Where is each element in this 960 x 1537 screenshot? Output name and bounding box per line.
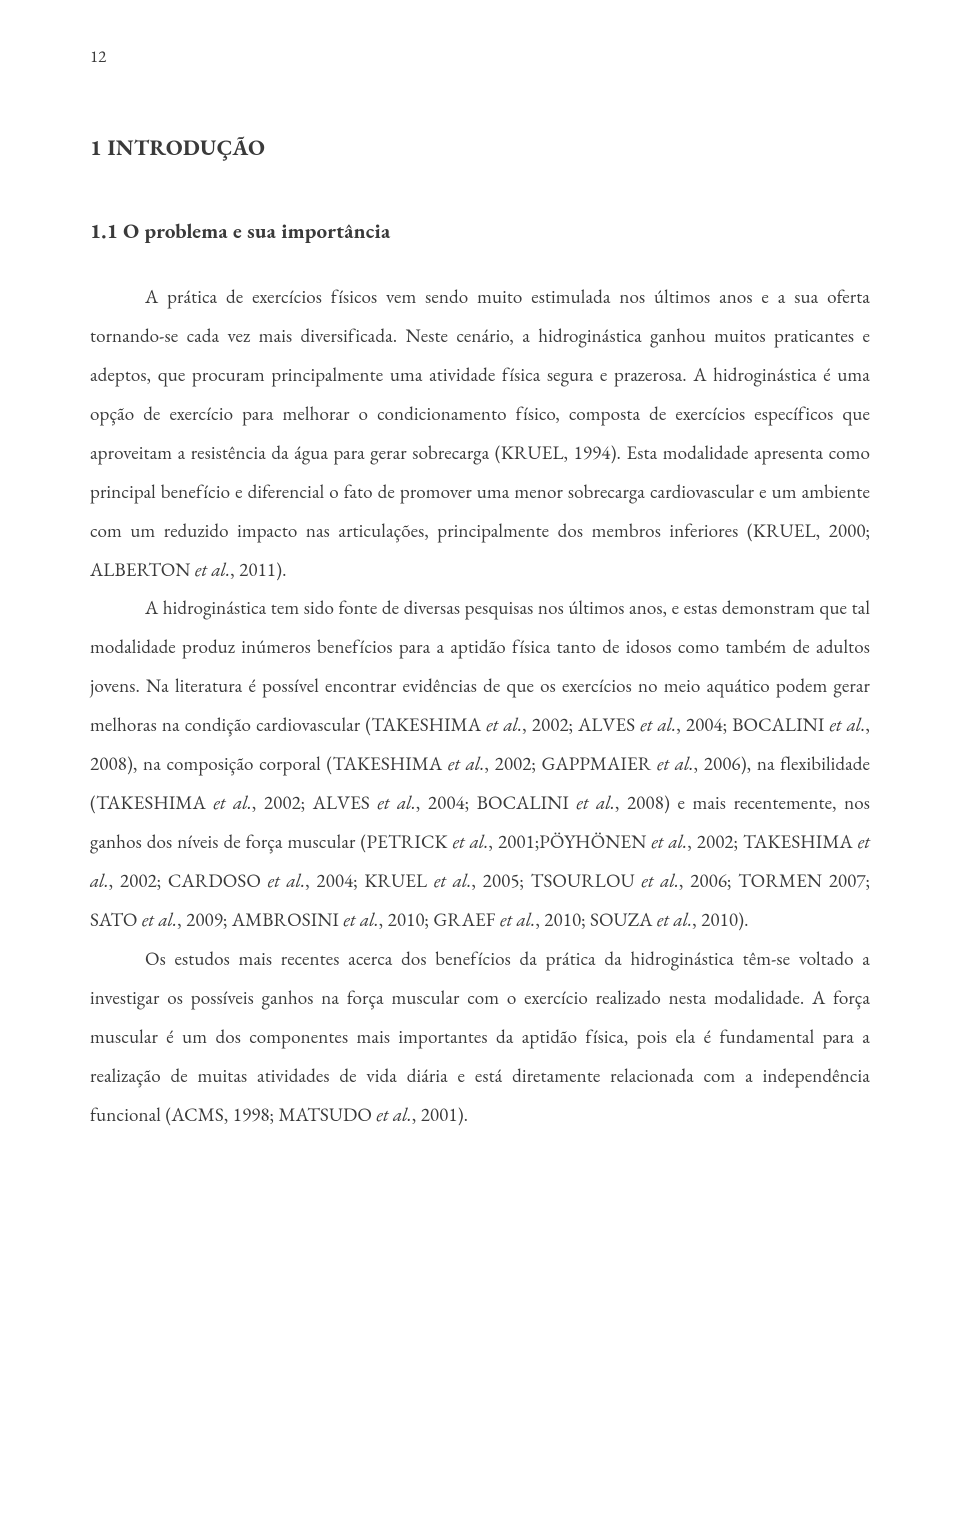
p2-etal-n: et al. bbox=[377, 790, 416, 815]
p2-c: , 2002; ALVES bbox=[522, 712, 640, 737]
p2-etal-l: et al. bbox=[213, 790, 252, 815]
page-number: 12 bbox=[90, 40, 870, 75]
p2-ak: , 2010). bbox=[692, 907, 748, 932]
p2-o: , 2004; BOCALINI bbox=[416, 790, 577, 815]
p3-etal-b: et al. bbox=[376, 1102, 411, 1127]
p2-aa: , 2005; TSOURLOU bbox=[472, 868, 642, 893]
p2-s: , 2001;PÖYHÖNEN bbox=[489, 829, 652, 854]
p2-etal-p: et al. bbox=[576, 790, 615, 815]
p2-ag: , 2010; GRAEF bbox=[379, 907, 500, 932]
p2-etal-aj: et al. bbox=[657, 907, 692, 932]
p2-etal-af: et al. bbox=[343, 907, 378, 932]
p2-etal-t: et al. bbox=[651, 829, 687, 854]
paragraph-1: A prática de exercícios físicos vem send… bbox=[90, 278, 870, 590]
p2-etal-z: et al. bbox=[434, 868, 472, 893]
p2-etal-j: et al. bbox=[657, 751, 694, 776]
p2-m: , 2002; ALVES bbox=[252, 790, 377, 815]
p2-i: , 2002; GAPPMAIER bbox=[485, 751, 658, 776]
p2-ae: , 2009; AMBROSINI bbox=[177, 907, 343, 932]
paragraph-2: A hidroginástica tem sido fonte de diver… bbox=[90, 589, 870, 939]
p2-etal-ah: et al. bbox=[500, 907, 535, 932]
p2-etal-ad: et al. bbox=[142, 907, 177, 932]
p2-etal-x: et al. bbox=[268, 868, 306, 893]
p2-etal-f: et al. bbox=[829, 712, 865, 737]
p2-u: , 2002; TAKESHIMA bbox=[687, 829, 857, 854]
p3-a: Os estudos mais recentes acerca dos bene… bbox=[90, 946, 870, 1127]
p2-y: , 2004; KRUEL bbox=[305, 868, 434, 893]
p2-ai: , 2010; SOUZA bbox=[535, 907, 656, 932]
p2-etal-d: et al. bbox=[640, 712, 676, 737]
heading-introducao: 1 INTRODUÇÃO bbox=[90, 125, 870, 170]
p3-c: , 2001). bbox=[412, 1102, 468, 1127]
p2-etal-h: et al. bbox=[448, 751, 485, 776]
p2-e: , 2004; BOCALINI bbox=[676, 712, 829, 737]
p1-etal-b: et al. bbox=[195, 557, 230, 582]
p2-etal-r: et al. bbox=[453, 829, 489, 854]
heading-problema: 1.1 O problema e sua importância bbox=[90, 210, 870, 253]
document-page: 12 1 INTRODUÇÃO 1.1 O problema e sua imp… bbox=[0, 0, 960, 1537]
p2-w: , 2002; CARDOSO bbox=[109, 868, 268, 893]
p2-etal-ab: et al. bbox=[641, 868, 679, 893]
p1-text-a: A prática de exercícios físicos vem send… bbox=[90, 284, 870, 582]
p2-etal-b: et al. bbox=[486, 712, 522, 737]
paragraph-3: Os estudos mais recentes acerca dos bene… bbox=[90, 940, 870, 1135]
p1-text-c: , 2011). bbox=[230, 557, 286, 582]
